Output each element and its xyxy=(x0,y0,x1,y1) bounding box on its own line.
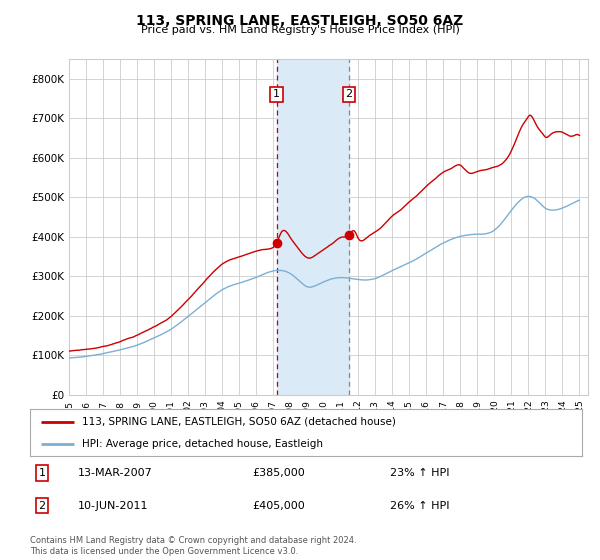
Text: Price paid vs. HM Land Registry's House Price Index (HPI): Price paid vs. HM Land Registry's House … xyxy=(140,25,460,35)
Text: £405,000: £405,000 xyxy=(252,501,305,511)
Text: HPI: Average price, detached house, Eastleigh: HPI: Average price, detached house, East… xyxy=(82,438,323,449)
Bar xyxy=(277,59,349,395)
Text: 1: 1 xyxy=(38,468,46,478)
Text: 1: 1 xyxy=(273,90,280,99)
Text: 13-MAR-2007: 13-MAR-2007 xyxy=(78,468,153,478)
Text: 26% ↑ HPI: 26% ↑ HPI xyxy=(390,501,449,511)
Text: Contains HM Land Registry data © Crown copyright and database right 2024.
This d: Contains HM Land Registry data © Crown c… xyxy=(30,536,356,556)
Text: 10-JUN-2011: 10-JUN-2011 xyxy=(78,501,149,511)
Text: 2: 2 xyxy=(346,90,353,99)
Text: 113, SPRING LANE, EASTLEIGH, SO50 6AZ: 113, SPRING LANE, EASTLEIGH, SO50 6AZ xyxy=(136,14,464,28)
Text: £385,000: £385,000 xyxy=(252,468,305,478)
Text: 2: 2 xyxy=(38,501,46,511)
Text: 23% ↑ HPI: 23% ↑ HPI xyxy=(390,468,449,478)
Text: 113, SPRING LANE, EASTLEIGH, SO50 6AZ (detached house): 113, SPRING LANE, EASTLEIGH, SO50 6AZ (d… xyxy=(82,417,397,427)
